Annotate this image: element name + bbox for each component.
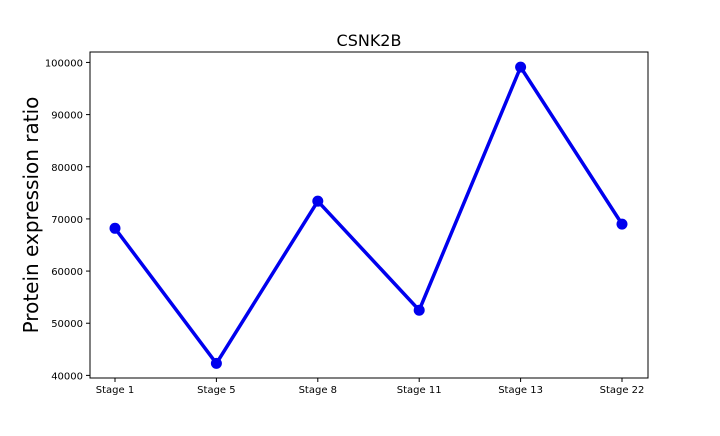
y-tick-label-3: 70000 xyxy=(51,215,83,226)
data-point-0-4 xyxy=(515,61,527,73)
x-tick-label-2: Stage 8 xyxy=(299,385,337,396)
chart-title: CSNK2B xyxy=(337,31,402,50)
y-tick-label-0: 40000 xyxy=(51,371,83,382)
y-axis-label: Protein expression ratio xyxy=(19,97,43,334)
x-tick-label-0: Stage 1 xyxy=(96,385,134,396)
x-tick-label-1: Stage 5 xyxy=(197,385,235,396)
plot-area: 40000 50000 60000 70000 80000 90000 100000 Stag… xyxy=(45,51,649,396)
data-point-0-3 xyxy=(413,304,425,316)
y-tick-label-4: 80000 xyxy=(51,163,83,174)
x-tick-label-4: Stage 13 xyxy=(498,385,543,396)
y-tick-label-6: 100000 xyxy=(45,58,83,69)
x-tick-label-3: Stage 11 xyxy=(397,385,442,396)
y-tick-label-5: 90000 xyxy=(51,111,83,122)
y-tick-label-1: 50000 xyxy=(51,319,83,330)
x-tick-label-5: Stage 22 xyxy=(600,385,645,396)
series-line-0 xyxy=(113,65,624,366)
data-point-0-2 xyxy=(312,195,324,207)
plot-frame xyxy=(89,51,649,379)
y-tick-label-2: 60000 xyxy=(51,267,83,278)
data-point-0-0 xyxy=(109,222,121,234)
data-point-0-5 xyxy=(616,218,628,230)
data-point-0-1 xyxy=(210,357,222,369)
